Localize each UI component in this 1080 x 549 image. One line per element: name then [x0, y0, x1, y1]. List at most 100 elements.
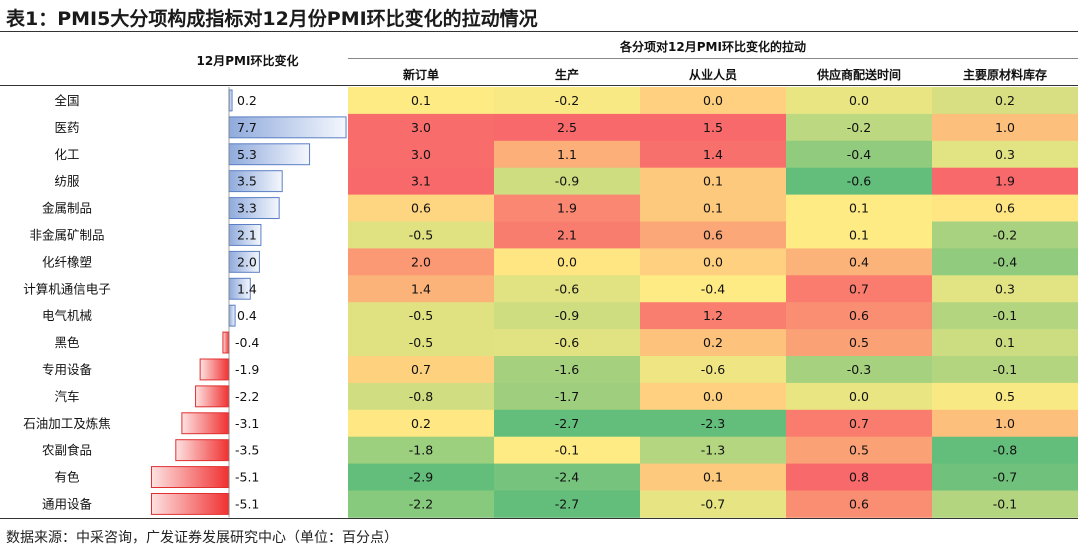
heatmap-cell [640, 221, 786, 249]
mom-value-label: 3.3 [237, 201, 257, 216]
cell-value-label: -2.7 [555, 496, 579, 511]
cell-value-label: 0.1 [849, 201, 869, 216]
heatmap-cell [640, 356, 786, 384]
mom-change-header: 12月PMI环比变化 [196, 54, 299, 68]
mom-bar [222, 331, 230, 354]
cell-value-label: 0.0 [849, 93, 869, 108]
mom-value-label: 0.4 [237, 308, 257, 323]
mom-value-label: 2.0 [237, 254, 257, 269]
heatmap-cell [348, 329, 494, 357]
heatmap-cell [348, 409, 494, 438]
cell-value-label: -0.1 [555, 443, 579, 458]
heatmap-cell [786, 221, 932, 249]
top-rule [0, 31, 1078, 32]
cell-value-label: 3.0 [411, 147, 431, 162]
mom-value-label: -2.2 [235, 389, 259, 404]
heatmap-cell [494, 356, 640, 384]
heatmap-cell [932, 463, 1078, 491]
cell-value-label: 0.6 [411, 201, 431, 216]
heatmap-cell [640, 113, 786, 142]
heatmap-cell [348, 463, 494, 491]
cell-value-label: -0.8 [409, 389, 433, 404]
industry-label: 化工 [54, 147, 79, 162]
heatmap-cell [494, 409, 640, 438]
cell-value-label: 2.1 [557, 227, 577, 242]
industry-label: 汽车 [54, 389, 79, 404]
mom-value-label: 0.2 [237, 93, 257, 108]
cell-value-label: 0.2 [703, 335, 723, 350]
cell-value-label: -0.6 [555, 335, 579, 350]
cell-value-label: -2.9 [409, 470, 433, 485]
heatmap-cell [932, 382, 1078, 411]
cell-value-label: -0.7 [993, 470, 1017, 485]
mom-bar [199, 358, 230, 381]
cell-value-label: 0.1 [703, 470, 723, 485]
cell-value-label: 0.5 [849, 443, 869, 458]
series-header: 主要原材料库存 [962, 68, 1047, 82]
cell-value-label: 1.9 [557, 201, 577, 216]
mom-value-label: 3.5 [237, 174, 257, 189]
cell-value-label: -0.2 [993, 227, 1017, 242]
cell-value-label: 1.4 [411, 281, 431, 296]
mom-value-label: -0.4 [235, 335, 259, 350]
heatmap-cell [348, 356, 494, 384]
cell-value-label: -0.2 [847, 120, 871, 135]
page-title: 表1：PMI5大分项构成指标对12月份PMI环比变化的拉动情况 [6, 8, 538, 30]
bottom-rule [0, 518, 1078, 519]
industry-label: 通用设备 [42, 496, 93, 511]
cell-value-label: 2.5 [557, 120, 577, 135]
heatmap-cell [348, 248, 494, 276]
mom-bar [175, 439, 230, 462]
cell-value-label: 0.1 [703, 201, 723, 216]
cell-value-label: 0.7 [849, 281, 869, 296]
mom-value-label: -5.1 [235, 496, 259, 511]
heatmap-cell [932, 302, 1078, 330]
heatmap-cell [348, 490, 494, 518]
heatmap-cell [348, 113, 494, 142]
heatmap-cell [494, 167, 640, 195]
heatmap-cell [494, 490, 640, 518]
heatmap-cell [494, 221, 640, 249]
heatmap-cell [348, 382, 494, 411]
heatmap-cell [348, 275, 494, 303]
industry-label: 计算机通信电子 [23, 281, 111, 296]
cell-value-label: 1.9 [995, 174, 1015, 189]
heatmap-cell [786, 302, 932, 330]
heatmap-cell [786, 436, 932, 464]
mom-bar [195, 385, 230, 408]
heatmap-cell [786, 167, 932, 195]
series-header: 从业人员 [688, 68, 737, 82]
cell-value-label: 1.4 [703, 147, 723, 162]
cell-value-label: 0.0 [703, 389, 723, 404]
heatmap-cell [494, 382, 640, 411]
cell-value-label: -0.5 [409, 335, 433, 350]
heatmap-cell [494, 87, 640, 115]
heatmap-cell [932, 140, 1078, 169]
heatmap-cell [348, 87, 494, 115]
heatmap-cell [932, 329, 1078, 357]
heatmap-cell [640, 275, 786, 303]
cell-value-label: 0.0 [703, 254, 723, 269]
mom-value-label: -5.1 [235, 470, 259, 485]
heatmap-cell [932, 409, 1078, 438]
cell-value-label: -0.3 [847, 362, 871, 377]
cell-value-label: -0.4 [993, 254, 1017, 269]
heatmap-cell [494, 248, 640, 276]
cell-value-label: 3.1 [411, 174, 431, 189]
cell-value-label: -0.1 [993, 496, 1017, 511]
heatmap-cell [786, 409, 932, 438]
heatmap-cell [786, 329, 932, 357]
cell-value-label: -0.1 [993, 308, 1017, 323]
heatmap-cell [932, 490, 1078, 518]
cell-value-label: -1.8 [409, 443, 433, 458]
cell-value-label: -0.4 [847, 147, 871, 162]
series-header: 供应商配送时间 [816, 68, 901, 82]
heatmap-cell [786, 140, 932, 169]
heatmap-cell [348, 302, 494, 330]
cell-value-label: -2.2 [409, 496, 433, 511]
cell-value-label: 0.7 [849, 416, 869, 431]
heatmap-cell [786, 382, 932, 411]
cell-value-label: -2.3 [701, 416, 725, 431]
mom-value-label: 5.3 [237, 147, 257, 162]
industry-label: 专用设备 [42, 362, 93, 377]
